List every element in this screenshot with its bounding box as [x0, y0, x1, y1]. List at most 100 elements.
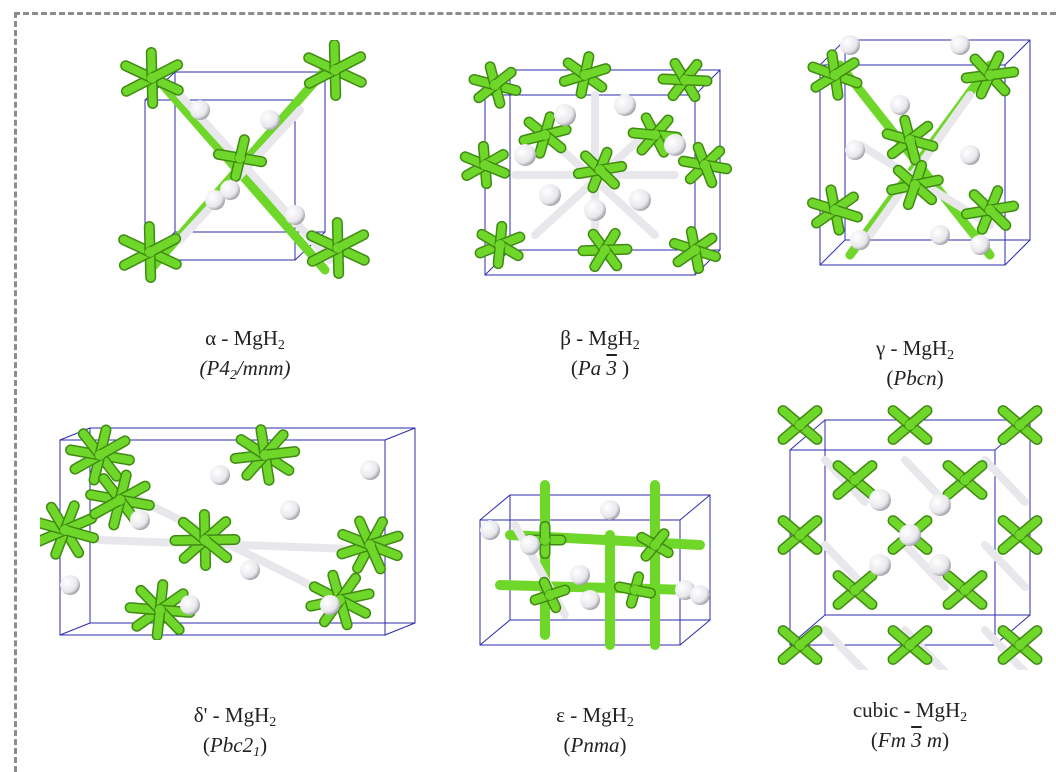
mg-atom — [235, 153, 245, 163]
mg-atom — [905, 420, 915, 430]
bond — [176, 91, 334, 264]
beta-label: β - MgH2 (Pa 3 ) — [455, 325, 745, 381]
h-atom — [845, 140, 865, 160]
mg-atom — [690, 245, 700, 255]
h-atom — [260, 110, 280, 130]
mg-atom — [147, 73, 157, 83]
cubic-phase-name: cubic - MgH2 — [852, 698, 968, 725]
unit-cell-edge — [679, 494, 711, 521]
h-atom — [539, 184, 561, 206]
h-atom — [584, 199, 606, 221]
beta-crystal-structure — [459, 51, 733, 276]
h-atom — [970, 235, 990, 255]
h-atom — [180, 595, 200, 615]
unit-cell-edge — [1004, 239, 1031, 266]
h-atom — [869, 554, 891, 576]
h-atom — [899, 524, 921, 546]
mg-atom — [155, 605, 165, 615]
h-atom — [240, 560, 260, 580]
h-atom — [580, 590, 600, 610]
h-atom — [960, 145, 980, 165]
mg-atom — [985, 70, 995, 80]
mg-atom — [850, 475, 860, 485]
h-atom — [190, 100, 210, 120]
h-atom — [210, 465, 230, 485]
h-atom — [929, 554, 951, 576]
beta-structure-panel: β - MgH2 (Pa 3 ) — [455, 35, 745, 385]
beta-space-group: (Pa 3 ) — [570, 356, 630, 380]
mg-atom — [905, 135, 915, 145]
unit-cell-back-face — [89, 427, 416, 624]
unit-cell-edge — [1004, 39, 1031, 66]
h-atom — [285, 205, 305, 225]
bond — [821, 626, 869, 670]
mg-atom — [1015, 420, 1025, 430]
mg-atom — [595, 165, 605, 175]
mg-atom — [545, 590, 555, 600]
mg-atom — [830, 205, 840, 215]
h-atom — [570, 565, 590, 585]
h-atom — [360, 460, 380, 480]
mg-atom — [795, 420, 805, 430]
mg-atom — [60, 525, 70, 535]
mg-atom — [365, 540, 375, 550]
unit-cell-edge — [479, 494, 511, 521]
mg-atom — [960, 585, 970, 595]
bond — [96, 536, 384, 554]
unit-cell-edge — [59, 622, 91, 636]
unit-cell-back-face — [174, 71, 326, 233]
mg-atom — [985, 205, 995, 215]
alpha-crystal-structure — [118, 40, 370, 283]
delta-structure-panel: δ' - MgH2 (Pbc21) — [40, 400, 430, 770]
mg-atom — [260, 450, 270, 460]
mg-atom — [333, 243, 343, 253]
cubic-crystal-structure — [777, 405, 1043, 670]
mg-atom — [795, 640, 805, 650]
mg-atom — [650, 540, 660, 550]
h-atom — [929, 494, 951, 516]
mg-atom — [795, 530, 805, 540]
unit-cell-front-face — [144, 99, 296, 261]
mg-atom — [540, 535, 550, 545]
epsilon-crystal-structure — [479, 480, 711, 650]
h-atom — [520, 535, 540, 555]
mg-atom — [905, 640, 915, 650]
epsilon-phase-name: ε - MgH2 — [556, 703, 634, 730]
h-atom — [320, 595, 340, 615]
mg-atom — [850, 585, 860, 595]
unit-cell-front-face — [819, 64, 1006, 266]
h-atom — [869, 489, 891, 511]
mg-atom — [700, 160, 710, 170]
h-atom — [60, 575, 80, 595]
unit-cell-edge — [384, 427, 416, 441]
bond — [901, 541, 949, 591]
h-atom — [514, 144, 536, 166]
unit-cell-edge — [479, 619, 511, 646]
mg-atom — [495, 240, 505, 250]
epsilon-structure-panel: ε - MgH2 (Pnma) — [470, 475, 720, 771]
mg-atom — [680, 75, 690, 85]
mg-atom — [540, 130, 550, 140]
h-atom — [629, 189, 651, 211]
delta-space-group: (Pbc21) — [202, 733, 268, 760]
alpha-space-group: (P42/mnm) — [199, 356, 291, 383]
alpha-label: α - MgH2 (P42/mnm) — [110, 325, 380, 383]
h-atom — [600, 500, 620, 520]
h-atom — [840, 35, 860, 55]
h-atom — [950, 35, 970, 55]
mg-atom — [600, 245, 610, 255]
delta-label: δ' - MgH2 (Pbc21) — [40, 702, 430, 760]
mg-atom — [200, 535, 210, 545]
mg-atom — [115, 495, 125, 505]
mg-atom — [830, 70, 840, 80]
h-atom — [614, 94, 636, 116]
mg-atom — [480, 160, 490, 170]
h-atom — [480, 520, 500, 540]
gamma-structure-panel: γ - MgH2 (Pbcn) — [790, 35, 1040, 390]
gamma-crystal-structure — [806, 35, 1031, 266]
h-atom — [130, 510, 150, 530]
bond — [981, 456, 1029, 506]
mg-atom — [145, 247, 155, 257]
unit-cell-edge — [819, 239, 846, 266]
h-atom — [930, 225, 950, 245]
